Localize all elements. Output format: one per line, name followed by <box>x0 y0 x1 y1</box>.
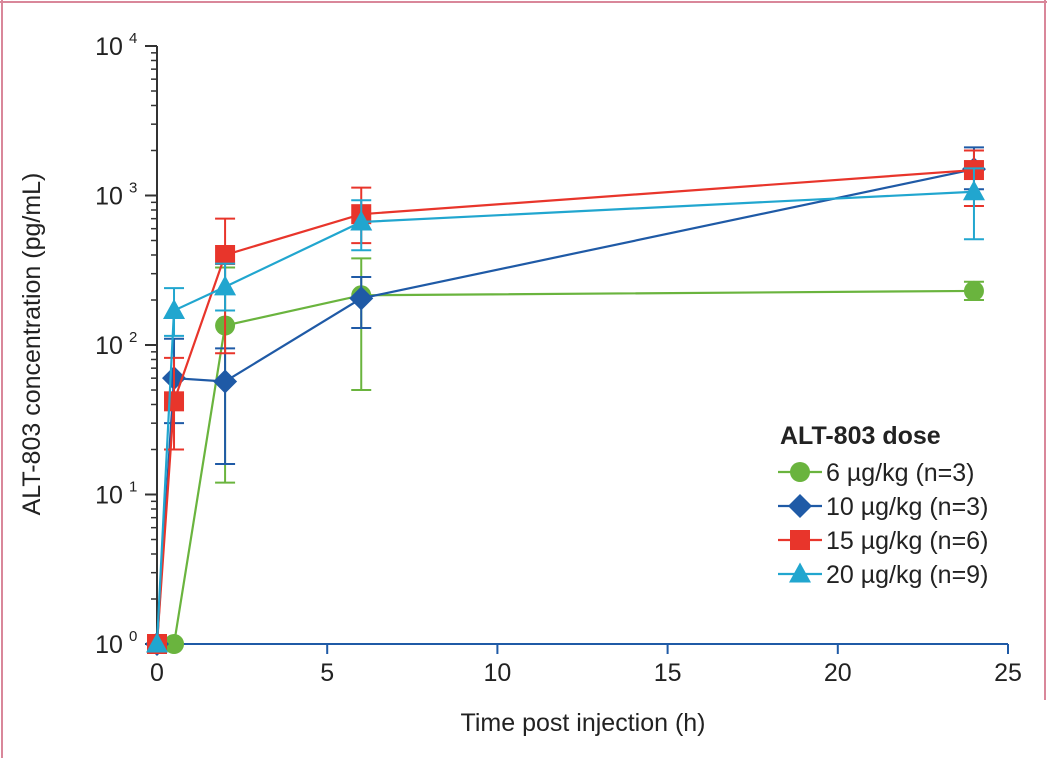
y-tick-label: 10 <box>95 183 123 211</box>
data-point <box>215 244 236 265</box>
data-point <box>214 275 237 296</box>
data-point <box>963 280 984 301</box>
x-tick-label: 0 <box>150 659 164 687</box>
series-circle <box>147 257 984 654</box>
axes: 0 5 10 15 20 25 10 0 10 1 10 2 10 3 10 4 <box>95 30 1022 687</box>
legend-marker <box>790 462 810 482</box>
y-tick-label: 10 <box>95 332 123 360</box>
legend-label: 20 µg/kg (n=9) <box>826 561 988 589</box>
x-tick-label: 15 <box>654 659 682 687</box>
legend-marker <box>790 530 810 550</box>
data-point <box>213 369 238 394</box>
y-tick-exponent: 4 <box>129 30 137 47</box>
data-point <box>163 299 186 320</box>
y-tick-exponent: 3 <box>129 180 137 197</box>
legend-title: ALT-803 dose <box>780 422 941 450</box>
y-tick-label: 10 <box>95 631 123 659</box>
x-axis-label: Time post injection (h) <box>461 709 706 737</box>
y-tick-exponent: 2 <box>129 329 137 346</box>
y-tick-label: 10 <box>95 482 123 510</box>
data-point <box>350 210 373 231</box>
legend-marker <box>789 562 811 583</box>
data-point <box>146 632 168 653</box>
y-axis-label: ALT-803 concentration (pg/mL) <box>18 173 46 516</box>
x-tick-label: 10 <box>483 659 511 687</box>
x-tick-label: 20 <box>824 659 852 687</box>
data-point <box>962 180 985 201</box>
y-tick-exponent: 1 <box>129 479 137 496</box>
legend: ALT-803 dose 6 µg/kg (n=3) 10 µg/kg (n=3)… <box>778 422 988 589</box>
legend-label: 15 µg/kg (n=6) <box>826 527 988 555</box>
legend-label: 10 µg/kg (n=3) <box>826 493 988 521</box>
x-tick-label: 25 <box>994 659 1022 687</box>
y-tick-label: 10 <box>95 33 123 61</box>
x-tick-label: 5 <box>320 659 334 687</box>
y-tick-exponent: 0 <box>129 628 137 645</box>
plot-series <box>145 146 986 656</box>
legend-label: 6 µg/kg (n=3) <box>826 459 975 487</box>
data-point <box>164 634 185 654</box>
data-point <box>349 286 374 311</box>
data-point <box>164 391 185 412</box>
series-triangle <box>146 167 985 653</box>
legend-marker <box>788 494 812 518</box>
